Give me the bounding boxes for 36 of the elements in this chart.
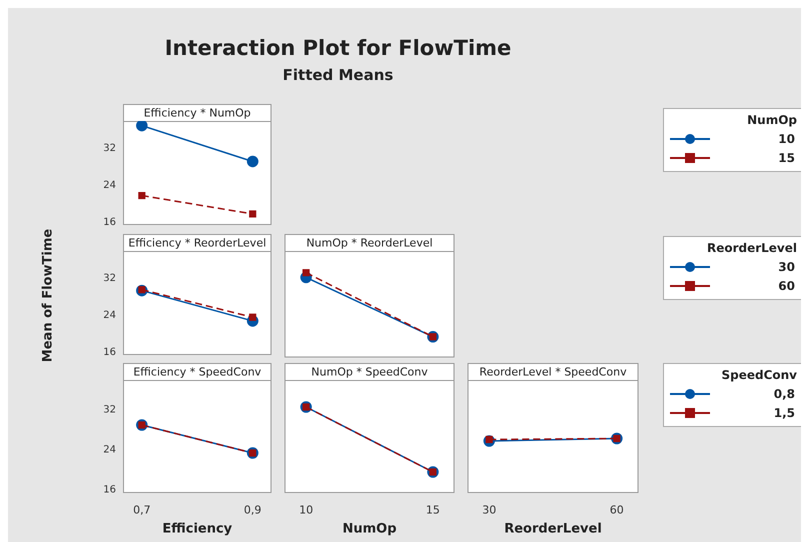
x-tick-label: 15	[426, 503, 440, 516]
y-tick-label: 16	[103, 216, 116, 228]
x-tick-label: 30	[482, 503, 496, 516]
text: 60	[777, 278, 796, 292]
legend-title: SpeedConv	[720, 368, 798, 382]
chart-title: NumOp * SpeedConv	[311, 365, 428, 378]
y-tick-label: 32	[103, 143, 116, 154]
text: 1,5	[772, 406, 796, 420]
y-tick-label: 32	[103, 404, 116, 416]
legend-title: NumOp	[746, 113, 798, 127]
x-tick-label: 0,7	[133, 503, 151, 516]
text: Interaction Plot for FlowTime	[164, 36, 512, 60]
y-tick-label: 24	[103, 444, 116, 456]
text: 0,8	[772, 386, 796, 400]
x-tick-label: 0,9	[244, 503, 262, 516]
text: 15	[777, 150, 796, 164]
y-tick-label: 32	[103, 273, 116, 284]
text: Fitted Means	[282, 66, 394, 84]
chart-title: NumOp * ReorderLevel	[306, 236, 433, 250]
x-axis-title: Efficiency	[162, 522, 233, 537]
text: 30	[777, 260, 796, 274]
legend-title: ReorderLevel	[706, 241, 798, 255]
text: Mean of FlowTime	[40, 228, 56, 364]
y-tick-label: 16	[103, 484, 116, 496]
chart-title: Efficiency * ReorderLevel	[128, 236, 266, 250]
x-axis-title: ReorderLevel	[504, 522, 602, 537]
y-tick-label: 24	[103, 310, 116, 322]
x-axis-title: NumOp	[342, 522, 397, 537]
y-tick-label: 24	[103, 180, 116, 192]
chart-title: ReorderLevel * SpeedConv	[479, 365, 628, 378]
x-tick-label: 60	[610, 503, 624, 516]
chart-title: Efficiency * SpeedConv	[133, 365, 262, 378]
text: 10	[777, 132, 796, 146]
x-tick-label: 10	[299, 503, 314, 516]
chart-title: Efficiency * NumOp	[144, 106, 251, 120]
y-tick-label: 16	[103, 346, 116, 358]
